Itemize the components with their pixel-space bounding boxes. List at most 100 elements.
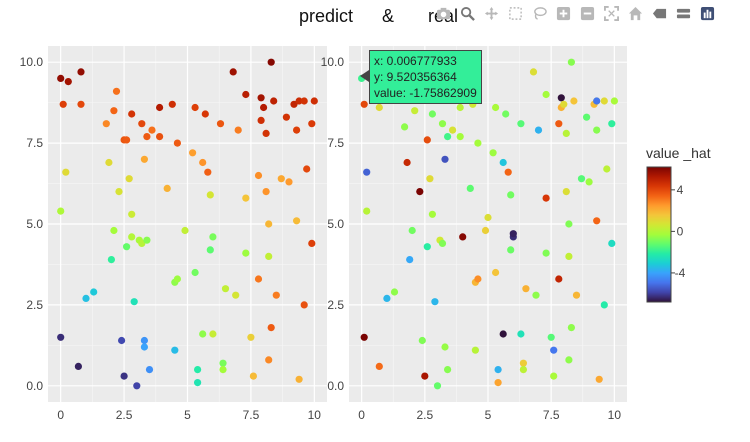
data-point[interactable] bbox=[441, 155, 449, 163]
data-point[interactable] bbox=[484, 213, 492, 222]
zoom-out-icon[interactable] bbox=[576, 4, 598, 22]
data-point[interactable] bbox=[156, 103, 164, 112]
data-point[interactable] bbox=[206, 191, 214, 199]
zoom-icon[interactable] bbox=[456, 4, 478, 22]
data-point[interactable] bbox=[82, 294, 90, 302]
data-point[interactable] bbox=[257, 94, 265, 102]
data-point[interactable] bbox=[265, 356, 273, 364]
data-point[interactable] bbox=[308, 239, 316, 247]
data-point[interactable] bbox=[603, 165, 611, 173]
data-point[interactable] bbox=[608, 239, 616, 247]
data-point[interactable] bbox=[57, 207, 65, 215]
data-point[interactable] bbox=[459, 233, 467, 241]
data-point[interactable] bbox=[593, 217, 601, 225]
real-panel[interactable]: 0 2.5 5 7.5 10 0.0 2.5 5.0 7.5 10.0 bbox=[321, 46, 627, 422]
data-point[interactable] bbox=[265, 220, 273, 228]
data-point[interactable] bbox=[234, 126, 242, 134]
data-point[interactable] bbox=[565, 252, 573, 260]
data-point[interactable] bbox=[542, 90, 550, 99]
lasso-icon[interactable] bbox=[528, 4, 550, 22]
data-point[interactable] bbox=[189, 149, 197, 157]
data-point[interactable] bbox=[433, 382, 442, 390]
data-point[interactable] bbox=[120, 372, 128, 380]
data-point[interactable] bbox=[216, 120, 225, 128]
data-point[interactable] bbox=[456, 103, 464, 112]
data-point[interactable] bbox=[110, 226, 118, 235]
data-point[interactable] bbox=[219, 359, 227, 367]
data-point[interactable] bbox=[494, 366, 502, 374]
data-point[interactable] bbox=[517, 330, 525, 338]
data-point[interactable] bbox=[562, 129, 570, 137]
data-point[interactable] bbox=[502, 110, 510, 118]
data-point[interactable] bbox=[125, 175, 133, 183]
data-point[interactable] bbox=[421, 372, 429, 380]
data-point[interactable] bbox=[411, 107, 419, 115]
data-point[interactable] bbox=[130, 298, 138, 306]
data-point[interactable] bbox=[209, 330, 217, 338]
data-point[interactable] bbox=[123, 136, 131, 144]
data-point[interactable] bbox=[140, 343, 148, 351]
zoom-in-icon[interactable] bbox=[552, 4, 574, 22]
data-point[interactable] bbox=[600, 97, 608, 105]
data-point[interactable] bbox=[534, 126, 543, 134]
data-point[interactable] bbox=[519, 366, 528, 374]
data-point[interactable] bbox=[499, 158, 507, 167]
data-point[interactable] bbox=[418, 336, 426, 345]
data-point[interactable] bbox=[102, 120, 110, 128]
data-point[interactable] bbox=[247, 333, 255, 341]
data-point[interactable] bbox=[138, 120, 146, 128]
data-point[interactable] bbox=[560, 100, 568, 108]
data-point[interactable] bbox=[507, 246, 515, 254]
box-select-icon[interactable] bbox=[504, 4, 526, 22]
data-point[interactable] bbox=[542, 249, 550, 257]
data-point[interactable] bbox=[492, 268, 500, 277]
data-point[interactable] bbox=[610, 97, 619, 105]
data-point[interactable] bbox=[143, 236, 151, 244]
data-point[interactable] bbox=[199, 330, 207, 338]
data-point[interactable] bbox=[232, 291, 240, 299]
data-point[interactable] bbox=[163, 184, 171, 192]
data-point[interactable] bbox=[567, 324, 576, 332]
data-point[interactable] bbox=[555, 275, 563, 283]
data-point[interactable] bbox=[504, 168, 512, 176]
data-point[interactable] bbox=[416, 188, 424, 196]
data-point[interactable] bbox=[201, 110, 209, 118]
data-point[interactable] bbox=[221, 285, 230, 293]
data-point[interactable] bbox=[128, 110, 136, 118]
data-point[interactable] bbox=[444, 133, 452, 141]
spike-lines-icon[interactable] bbox=[648, 4, 670, 22]
data-point[interactable] bbox=[562, 188, 570, 196]
data-point[interactable] bbox=[406, 256, 414, 264]
home-icon[interactable] bbox=[624, 4, 646, 22]
data-point[interactable] bbox=[403, 158, 411, 167]
data-point[interactable] bbox=[547, 333, 555, 341]
data-point[interactable] bbox=[310, 97, 318, 105]
camera-icon[interactable] bbox=[432, 4, 454, 22]
data-point[interactable] bbox=[204, 168, 212, 176]
data-point[interactable] bbox=[128, 233, 136, 241]
data-point[interactable] bbox=[282, 113, 290, 121]
data-point[interactable] bbox=[300, 97, 308, 105]
data-point[interactable] bbox=[262, 188, 270, 196]
data-point[interactable] bbox=[123, 243, 131, 251]
data-point[interactable] bbox=[300, 301, 308, 309]
data-point[interactable] bbox=[449, 126, 457, 134]
data-point[interactable] bbox=[267, 58, 275, 66]
data-point[interactable] bbox=[74, 362, 82, 370]
data-point[interactable] bbox=[492, 103, 500, 112]
data-point[interactable] bbox=[474, 275, 482, 283]
data-point[interactable] bbox=[438, 239, 447, 247]
data-point[interactable] bbox=[360, 100, 368, 108]
data-point[interactable] bbox=[219, 366, 227, 374]
data-point[interactable] bbox=[90, 288, 98, 296]
data-point[interactable] bbox=[550, 346, 558, 354]
autoscale-icon[interactable] bbox=[600, 4, 622, 22]
data-point[interactable] bbox=[428, 110, 436, 118]
data-point[interactable] bbox=[383, 294, 391, 302]
data-point[interactable] bbox=[181, 226, 189, 235]
plotly-logo-icon[interactable] bbox=[696, 4, 718, 22]
data-point[interactable] bbox=[229, 68, 237, 76]
data-point[interactable] bbox=[557, 94, 565, 102]
data-point[interactable] bbox=[509, 230, 517, 238]
pan-icon[interactable] bbox=[480, 4, 502, 22]
